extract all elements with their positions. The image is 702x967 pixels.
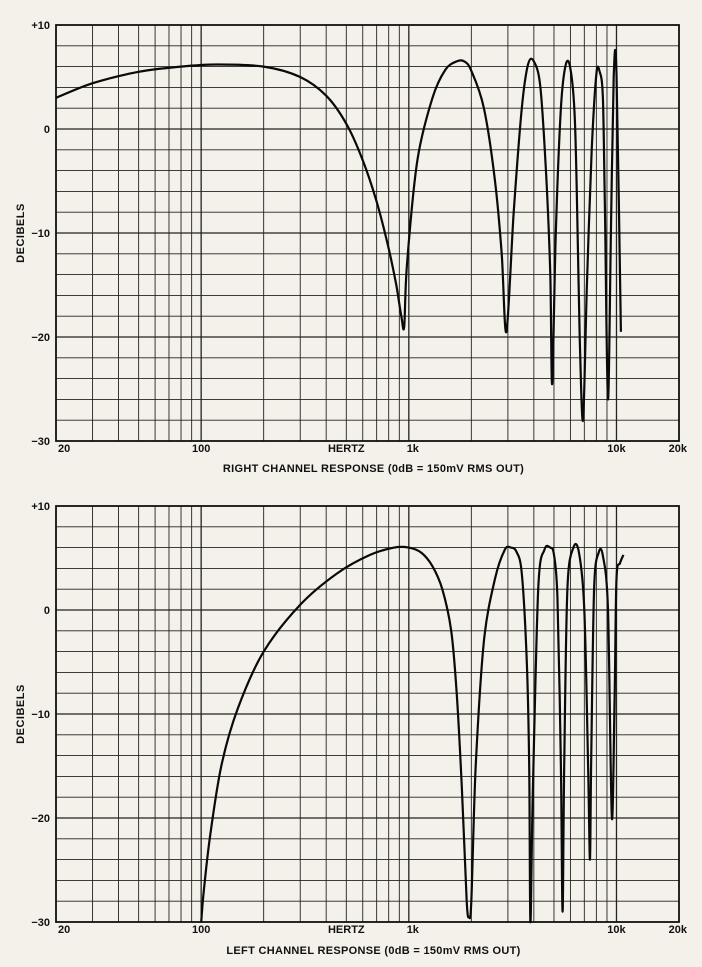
x-tick-label: 20 [58,924,70,936]
y-tick-label: −30 [31,436,50,448]
chart-caption: RIGHT CHANNEL RESPONSE (0dB = 150mV RMS … [223,463,524,475]
y-tick-label: −20 [31,813,50,825]
x-tick-label: 20k [669,443,688,455]
plot-frame [55,24,680,442]
y-axis-label: DECIBELS [15,684,27,744]
response-curve [200,542,625,924]
x-tick-label: 10k [607,443,626,455]
x-axis-label: HERTZ [328,443,365,455]
x-tick-label: 20k [669,924,688,936]
y-axis-label: DECIBELS [15,203,27,263]
y-tick-label: −10 [31,709,50,721]
x-tick-label: 100 [192,924,210,936]
x-tick-label: 10k [607,924,626,936]
x-tick-label: 20 [58,443,70,455]
response-curve [55,48,622,422]
chart-caption: LEFT CHANNEL RESPONSE (0dB = 150mV RMS O… [226,945,520,957]
x-tick-label: 1k [407,924,420,936]
chart-right-channel: +10 0 −10 −20 −30 20 100 1k 10k 20k HERTZ RIGHT CHA… [15,20,688,475]
x-axis-label: HERTZ [328,924,365,936]
y-tick-label: −10 [31,228,50,240]
y-tick-label: +10 [31,501,50,513]
plot-frame [55,505,680,923]
y-tick-label: −20 [31,332,50,344]
x-tick-label: 1k [407,443,420,455]
chart-left-channel: +10 0 −10 −20 −30 20 100 1k 10k 20k HERTZ LEFT CHAN… [15,501,688,957]
y-tick-label: +10 [31,20,50,32]
y-tick-label: 0 [44,605,50,617]
y-tick-label: 0 [44,124,50,136]
y-tick-label: −30 [31,917,50,929]
x-tick-label: 100 [192,443,210,455]
